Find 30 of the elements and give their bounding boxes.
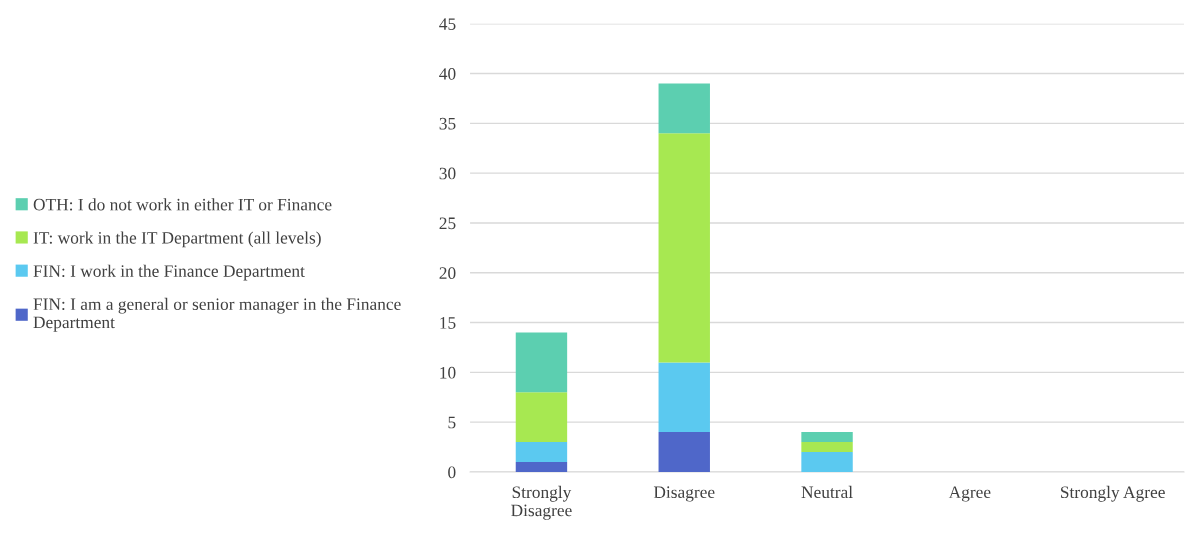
y-tick-label: 45 <box>439 18 456 30</box>
bar <box>515 332 568 393</box>
x-tick-label: Strongly Disagree <box>511 485 572 520</box>
y-tick-label: 35 <box>439 117 456 130</box>
legend-label: OTH: I do not work in either IT or Finance <box>33 198 332 211</box>
bar <box>658 83 710 134</box>
y-tick-label: 20 <box>439 267 456 279</box>
bar <box>658 432 710 472</box>
x-tick-label: Neutral <box>801 485 853 499</box>
y-tick-label: 25 <box>439 217 456 230</box>
bar <box>515 442 568 462</box>
y-tick-label: 0 <box>448 466 456 479</box>
x-tick-label: Disagree <box>653 486 715 502</box>
bar <box>658 362 710 433</box>
bar <box>658 133 710 363</box>
legend-label: FIN: I work in the Finance Department <box>33 264 305 281</box>
legend-label: IT: work in the IT Department (all levels) <box>33 231 321 248</box>
y-tick-label: 15 <box>440 317 456 329</box>
bar <box>515 392 568 443</box>
x-tick-label: Agree <box>948 486 991 502</box>
bar <box>801 452 853 472</box>
bar <box>801 442 853 453</box>
y-tick-label: 40 <box>439 68 456 80</box>
y-tick-label: 10 <box>440 366 456 379</box>
x-tick-label: Strongly Agree <box>1061 485 1165 502</box>
bar <box>801 432 853 443</box>
bar <box>515 462 568 472</box>
y-tick-label: 5 <box>448 416 456 429</box>
y-tick-label: 30 <box>439 167 456 180</box>
legend-label: FIN: I am a general or senior manager in the Finance Department <box>33 297 401 332</box>
